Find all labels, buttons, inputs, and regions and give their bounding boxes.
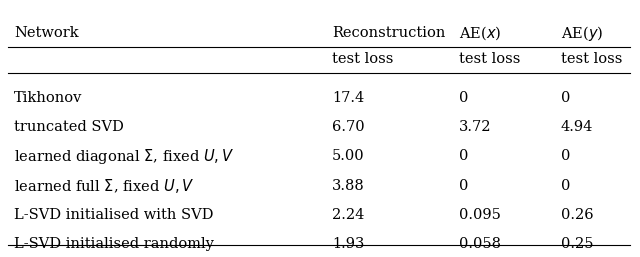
Text: 17.4: 17.4 (332, 91, 364, 105)
Text: truncated SVD: truncated SVD (14, 120, 124, 134)
Text: 0.058: 0.058 (459, 237, 501, 251)
Text: learned diagonal $\Sigma$, fixed $U, V$: learned diagonal $\Sigma$, fixed $U, V$ (14, 147, 234, 166)
Text: 3.88: 3.88 (332, 179, 365, 193)
Text: Tikhonov: Tikhonov (14, 91, 83, 105)
Text: 6.70: 6.70 (332, 120, 364, 134)
Text: Network: Network (14, 26, 79, 40)
Text: test loss: test loss (561, 52, 622, 66)
Text: L-SVD initialised randomly: L-SVD initialised randomly (14, 237, 214, 251)
Text: 0.095: 0.095 (459, 208, 500, 222)
Text: 0: 0 (459, 179, 468, 193)
Text: learned full $\Sigma$, fixed $U, V$: learned full $\Sigma$, fixed $U, V$ (14, 177, 195, 195)
Text: Reconstruction: Reconstruction (332, 26, 445, 40)
Text: 0: 0 (561, 179, 570, 193)
Text: AE($x$): AE($x$) (459, 24, 501, 42)
Text: 0: 0 (561, 150, 570, 163)
Text: 2.24: 2.24 (332, 208, 364, 222)
Text: 0: 0 (561, 91, 570, 105)
Text: test loss: test loss (459, 52, 520, 66)
Text: 0: 0 (459, 91, 468, 105)
Text: 0.26: 0.26 (561, 208, 593, 222)
Text: test loss: test loss (332, 52, 393, 66)
Text: 0: 0 (459, 150, 468, 163)
Text: 0.25: 0.25 (561, 237, 593, 251)
Text: 3.72: 3.72 (459, 120, 492, 134)
Text: L-SVD initialised with SVD: L-SVD initialised with SVD (14, 208, 214, 222)
Text: 4.94: 4.94 (561, 120, 593, 134)
Text: AE($y$): AE($y$) (561, 24, 603, 43)
Text: 1.93: 1.93 (332, 237, 364, 251)
Text: 5.00: 5.00 (332, 150, 364, 163)
